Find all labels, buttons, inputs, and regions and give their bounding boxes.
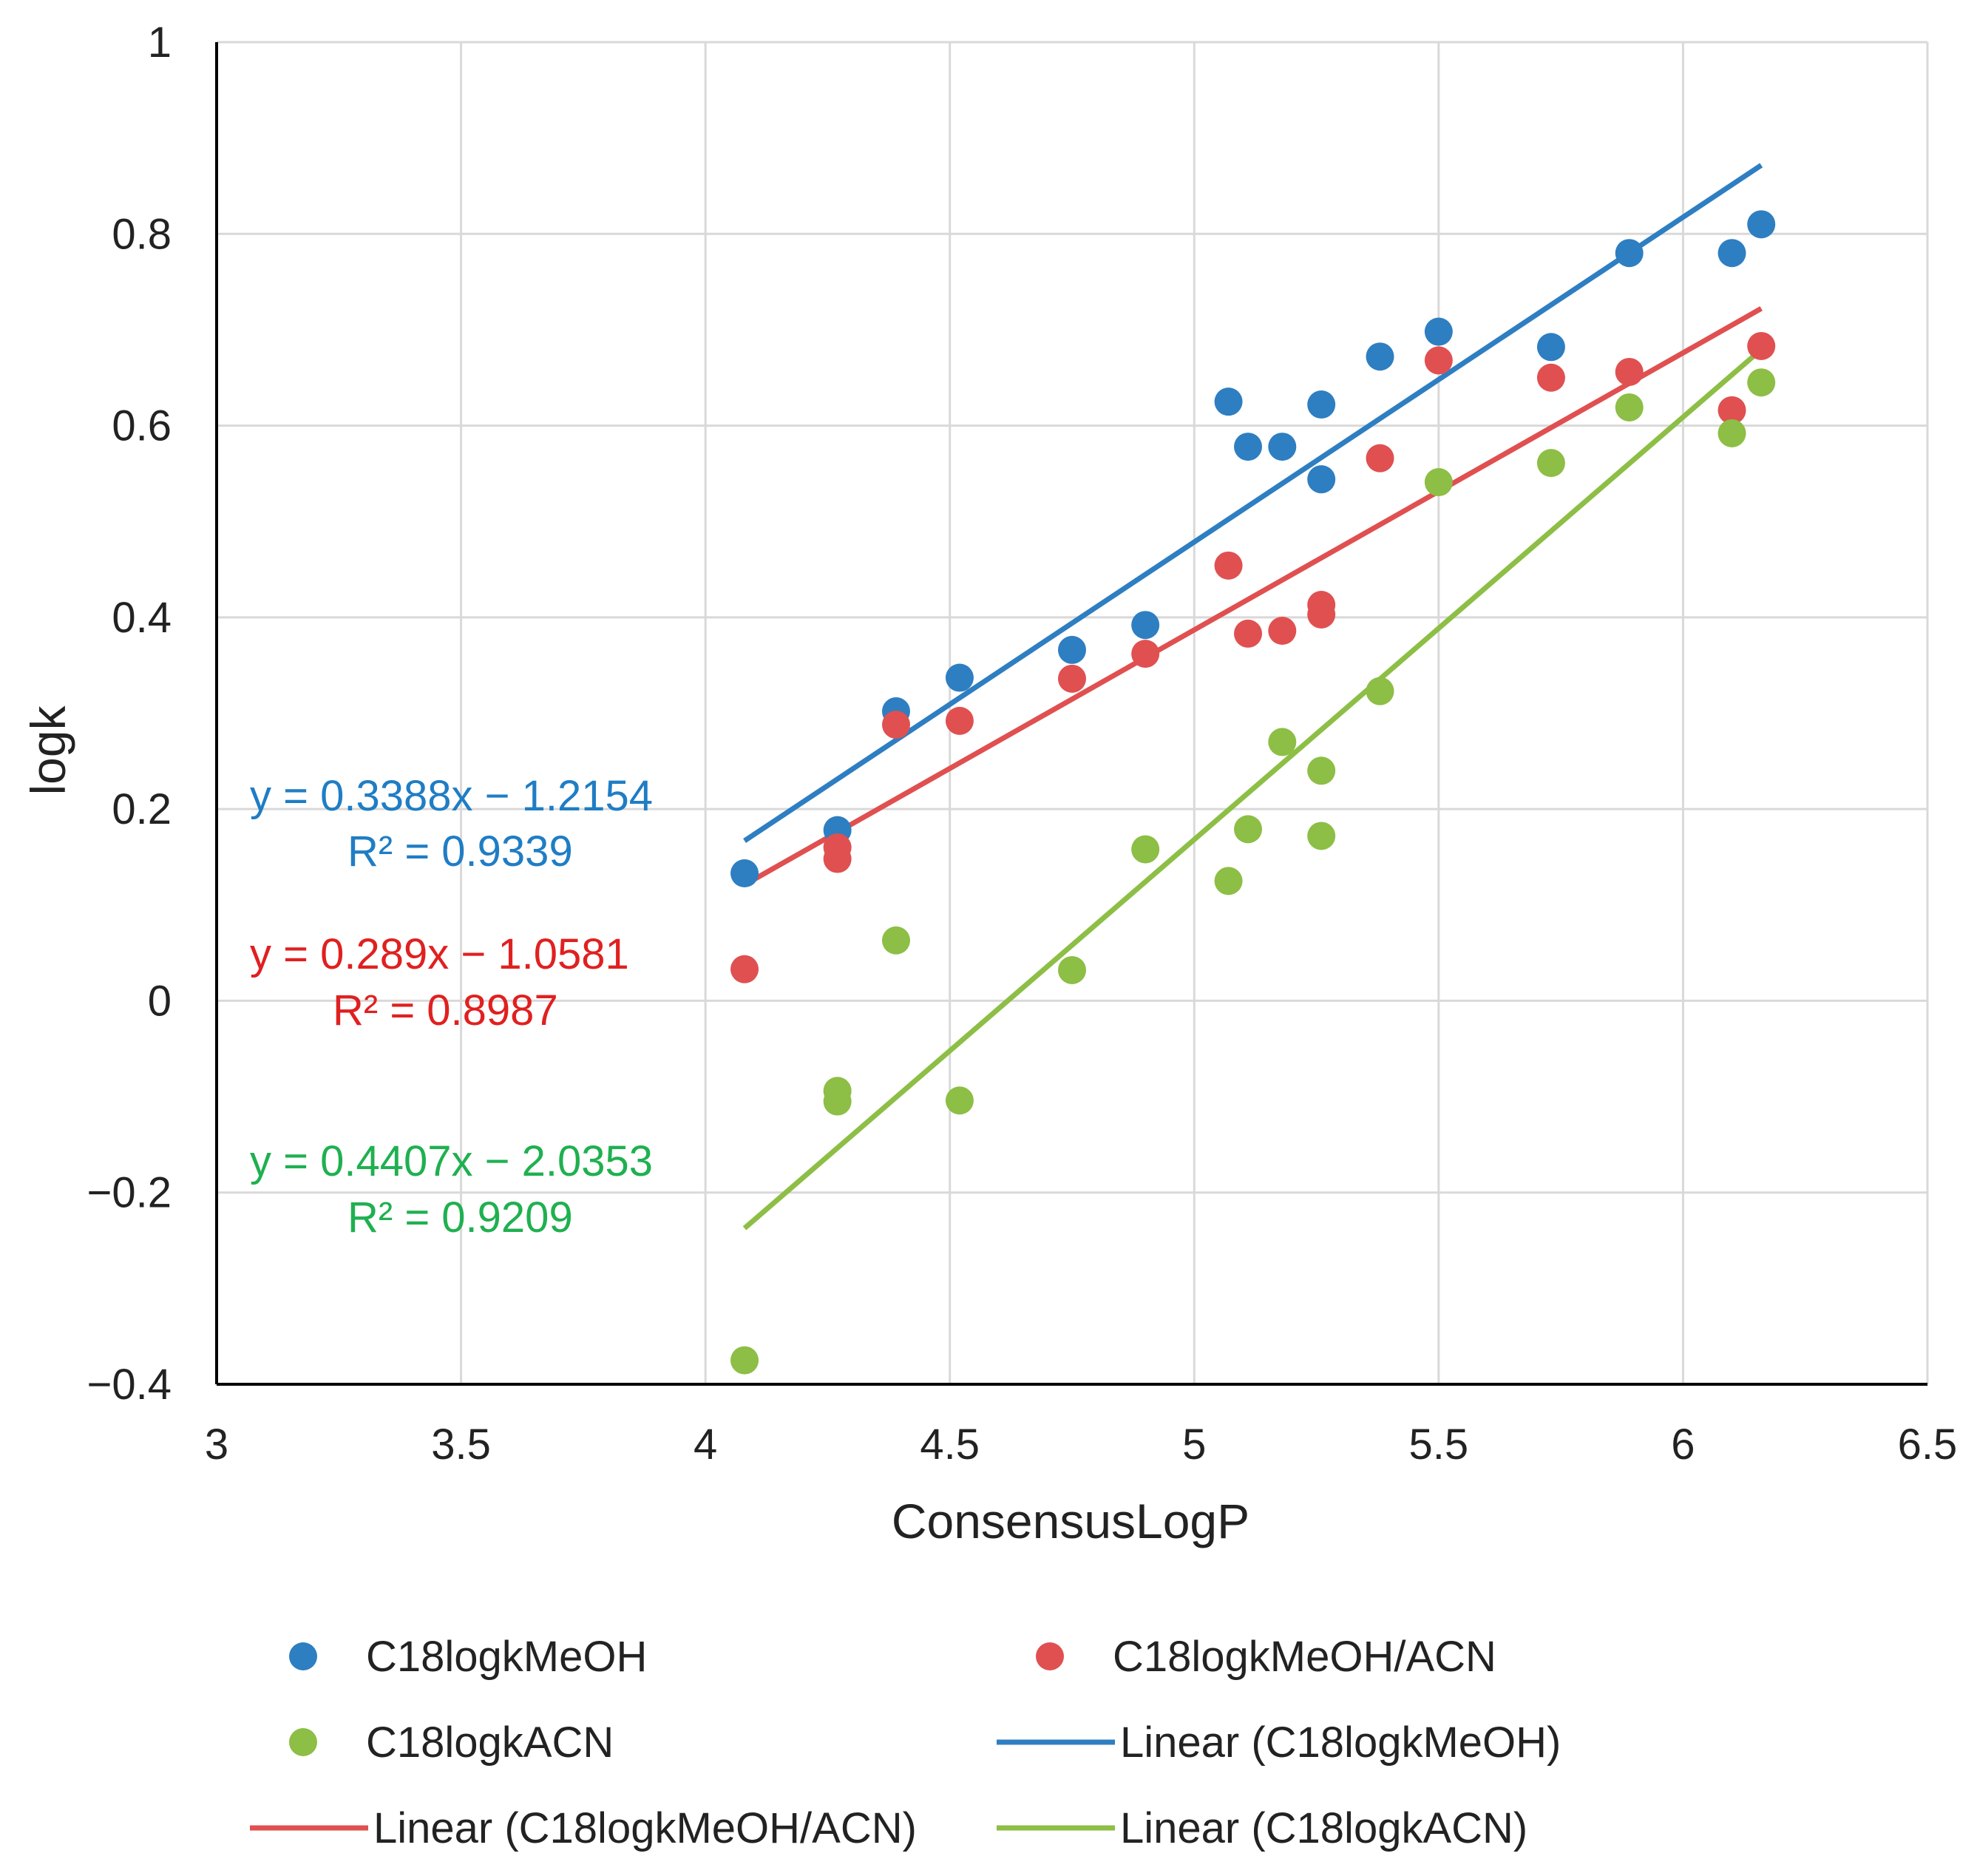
data-point-series-0 bbox=[1536, 333, 1565, 362]
data-point-series-2 bbox=[1366, 677, 1394, 705]
data-point-series-2 bbox=[1615, 393, 1644, 421]
trend-line-2 bbox=[742, 347, 1763, 1230]
x-tick-labels: 3 3.5 4 4.5 5 5.5 6 6.5 bbox=[205, 1420, 1957, 1469]
x-axis-title: ConsensusLogP bbox=[892, 1494, 1249, 1548]
legend-label-0: C18logkMeOH bbox=[366, 1633, 647, 1681]
data-point-series-0 bbox=[1717, 239, 1746, 268]
data-point-series-1 bbox=[1615, 357, 1644, 386]
data-point-series-0 bbox=[1615, 239, 1644, 268]
grid-lines bbox=[217, 41, 1929, 1384]
data-point-series-1 bbox=[1234, 619, 1263, 648]
trend-lines bbox=[742, 163, 1763, 1230]
x-tick-label: 6 bbox=[1671, 1420, 1695, 1469]
trend-r2-1: R² = 0.8987 bbox=[333, 986, 558, 1034]
data-point-series-1 bbox=[1717, 396, 1746, 424]
data-point-series-0 bbox=[1131, 611, 1160, 640]
legend: C18logkMeOH C18logkMeOH/ACN C18logkACN Line… bbox=[250, 1633, 1561, 1852]
data-point-series-1 bbox=[1131, 640, 1160, 668]
data-point-series-2 bbox=[1747, 368, 1776, 397]
x-tick-label: 4.5 bbox=[920, 1420, 980, 1469]
legend-marker-2 bbox=[289, 1728, 317, 1756]
axes bbox=[215, 42, 1927, 1386]
data-point-series-2 bbox=[1307, 822, 1336, 850]
data-point-series-2 bbox=[1536, 449, 1565, 478]
data-points bbox=[730, 210, 1776, 1375]
y-tick-label: 0.8 bbox=[112, 210, 172, 258]
data-point-series-2 bbox=[1268, 728, 1297, 756]
data-point-series-0 bbox=[945, 663, 974, 692]
data-point-series-2 bbox=[945, 1086, 974, 1115]
y-tick-label: 0 bbox=[148, 977, 172, 1025]
legend-marker-1 bbox=[1036, 1642, 1064, 1670]
legend-label-4: Linear (C18logkMeOH/ACN) bbox=[373, 1804, 917, 1852]
data-point-series-0 bbox=[1424, 317, 1453, 346]
data-point-series-0 bbox=[1214, 387, 1243, 416]
x-tick-label: 5.5 bbox=[1409, 1420, 1469, 1469]
y-axis-title: logk bbox=[21, 705, 75, 795]
data-point-series-0 bbox=[1234, 433, 1263, 461]
trend-line-0 bbox=[743, 163, 1763, 843]
y-tick-label: 0.2 bbox=[112, 785, 172, 833]
data-point-series-0 bbox=[1058, 635, 1086, 664]
legend-marker-0 bbox=[289, 1642, 317, 1670]
data-point-series-0 bbox=[1747, 210, 1776, 239]
data-point-series-0 bbox=[1268, 433, 1297, 461]
trend-r2-0: R² = 0.9339 bbox=[347, 827, 573, 876]
legend-label-2: C18logkACN bbox=[366, 1718, 614, 1767]
data-point-series-1 bbox=[1307, 600, 1336, 629]
x-tick-label: 4 bbox=[694, 1420, 717, 1469]
data-point-series-2 bbox=[1717, 419, 1746, 447]
trend-equation-2: y = 0.4407x − 2.0353 bbox=[250, 1137, 653, 1185]
y-tick-label: −0.4 bbox=[87, 1361, 172, 1409]
x-tick-label: 3.5 bbox=[431, 1420, 491, 1469]
data-point-series-1 bbox=[1424, 346, 1453, 375]
y-tick-label: 1 bbox=[148, 18, 172, 67]
x-tick-label: 3 bbox=[205, 1420, 228, 1469]
data-point-series-2 bbox=[881, 926, 910, 955]
data-point-series-2 bbox=[1058, 955, 1086, 984]
data-point-series-0 bbox=[730, 859, 759, 888]
trend-equation-1: y = 0.289x − 1.0581 bbox=[250, 930, 629, 978]
legend-label-5: Linear (C18logkACN) bbox=[1120, 1804, 1527, 1852]
data-point-series-2 bbox=[1424, 468, 1453, 497]
trend-equation-0: y = 0.3388x − 1.2154 bbox=[250, 772, 653, 820]
data-point-series-1 bbox=[1536, 363, 1565, 392]
data-point-series-2 bbox=[823, 1087, 852, 1116]
data-point-series-2 bbox=[1214, 867, 1243, 895]
data-point-series-2 bbox=[1131, 835, 1160, 864]
x-tick-label: 6.5 bbox=[1898, 1420, 1958, 1469]
legend-label-3: Linear (C18logkMeOH) bbox=[1120, 1718, 1561, 1767]
data-point-series-1 bbox=[881, 711, 910, 739]
trend-line-1 bbox=[743, 306, 1763, 887]
legend-label-1: C18logkMeOH/ACN bbox=[1113, 1633, 1496, 1681]
data-point-series-0 bbox=[1366, 342, 1394, 371]
y-tick-label: −0.2 bbox=[87, 1169, 172, 1217]
data-point-series-1 bbox=[823, 844, 852, 873]
trendline-equations: y = 0.3388x − 1.2154 R² = 0.9339 y = 0.289… bbox=[250, 772, 653, 1242]
data-point-series-1 bbox=[1214, 551, 1243, 580]
data-point-series-2 bbox=[730, 1346, 759, 1375]
x-tick-label: 5 bbox=[1182, 1420, 1206, 1469]
data-point-series-0 bbox=[1307, 465, 1336, 494]
data-point-series-1 bbox=[1058, 664, 1086, 693]
data-point-series-1 bbox=[730, 955, 759, 983]
data-point-series-1 bbox=[1747, 331, 1776, 360]
data-point-series-2 bbox=[1307, 756, 1336, 785]
data-point-series-0 bbox=[1307, 390, 1336, 419]
data-point-series-1 bbox=[1366, 444, 1394, 473]
y-tick-labels: −0.4 −0.2 0 0.2 0.4 0.6 0.8 1 bbox=[87, 18, 172, 1409]
y-tick-label: 0.4 bbox=[112, 594, 172, 642]
trend-r2-2: R² = 0.9209 bbox=[347, 1193, 573, 1242]
data-point-series-1 bbox=[1268, 617, 1297, 646]
data-point-series-1 bbox=[945, 706, 974, 735]
y-tick-label: 0.6 bbox=[112, 402, 172, 450]
data-point-series-2 bbox=[1234, 815, 1263, 844]
